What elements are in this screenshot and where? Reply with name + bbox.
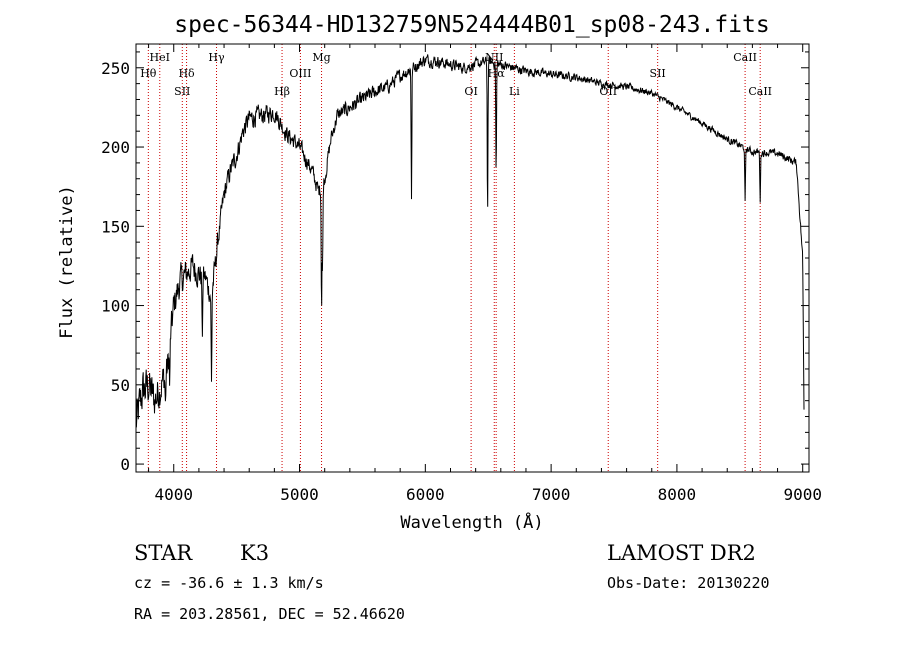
spectral-line-label: Li: [509, 85, 520, 98]
spectral-line-label: OIII: [289, 67, 311, 80]
x-tick-label: 6000: [406, 485, 445, 504]
y-tick-label: 200: [101, 138, 130, 157]
x-tick-label: 7000: [532, 485, 571, 504]
y-tick-label: 100: [101, 297, 130, 316]
spectral-line-label: OII: [599, 85, 617, 98]
redshift-text: cz = -36.6 ± 1.3 km/s: [134, 574, 324, 592]
spectral-line-label: Hθ: [140, 67, 157, 80]
spectral-line-label: Hγ: [208, 51, 225, 64]
obs-date-text: Obs-Date: 20130220: [607, 574, 770, 592]
y-axis-label: Flux (relative): [57, 185, 77, 339]
spectral-line-label: CaII: [733, 51, 757, 64]
spectral-line-label: Hβ: [274, 85, 290, 98]
y-tick-label: 250: [101, 59, 130, 78]
x-axis-label: Wavelength (Å): [400, 511, 543, 533]
y-tick-label: 150: [101, 217, 130, 236]
x-tick-label: 4000: [154, 485, 193, 504]
spectral-line-label: Hδ: [178, 67, 195, 80]
x-tick-label: 9000: [783, 485, 822, 504]
object-subclass: K3: [240, 541, 269, 565]
y-axis-ticks: 0 50 100 150 200 250: [101, 51, 809, 474]
spectral-line-label: CaII: [748, 85, 772, 98]
chart-title: spec-56344-HD132759N524444B01_sp08-243.f…: [174, 12, 769, 38]
survey-name: LAMOST DR2: [607, 541, 756, 565]
spectral-line-label: Mg: [312, 51, 330, 64]
x-tick-label: 8000: [658, 485, 697, 504]
y-tick-label: 0: [120, 455, 130, 474]
spectral-line-label: SII: [650, 67, 666, 80]
spectral-line-label: OI: [464, 85, 477, 98]
y-tick-label: 50: [111, 376, 130, 395]
spectral-line-label: Hα: [488, 67, 506, 80]
x-tick-label: 5000: [280, 485, 319, 504]
spectrum-line: [135, 54, 805, 428]
object-class: STAR: [134, 541, 193, 565]
spectral-line-label: HeI: [150, 51, 170, 64]
spectral-line-label: SII: [174, 85, 190, 98]
x-axis-ticks: 4000 5000 6000 7000 8000 9000: [148, 44, 822, 504]
coords-text: RA = 203.28561, DEC = 52.46620: [134, 605, 405, 623]
